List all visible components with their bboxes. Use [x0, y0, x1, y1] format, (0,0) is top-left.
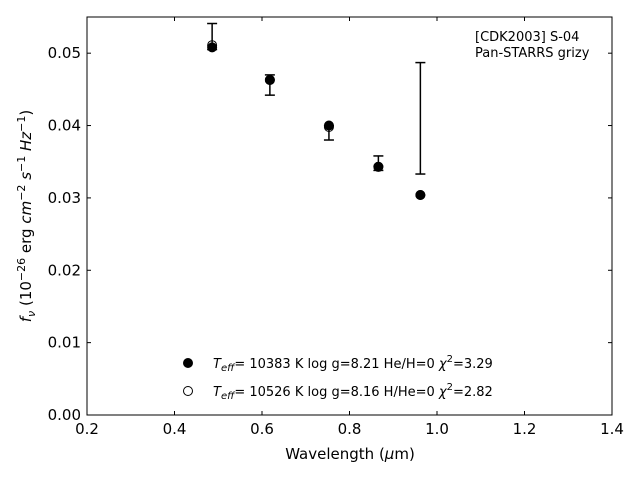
- legend-chi: χ: [438, 385, 448, 400]
- legend-sub: eff: [221, 363, 236, 374]
- legend-label-filled: Teff= 10383 K log g=8.21 He/H=0 χ2=3.29: [213, 354, 493, 374]
- data-points: [207, 40, 426, 201]
- legend-tail: =2.82: [453, 385, 493, 400]
- y-tick-label: 0.03: [48, 189, 81, 207]
- model-point-open: [415, 190, 426, 201]
- legend-sup: 2: [447, 382, 453, 393]
- legend-label-open: Teff= 10526 K log g=8.16 H/He=0 χ2=2.82: [213, 382, 493, 402]
- legend-marker-open: [183, 386, 193, 396]
- y-axis-s: s: [17, 172, 35, 185]
- y-axis-hz: Hz: [17, 131, 35, 156]
- x-axis-ticks: 0.2 0.4 0.6 0.8 1.0 1.2 1.4: [75, 17, 624, 438]
- legend-mid: = 10383 K log g=8.21 He/H=0: [234, 357, 439, 372]
- model-point-open: [323, 121, 334, 132]
- x-tick-label: 1.0: [425, 420, 449, 438]
- model-point-open: [207, 40, 218, 51]
- x-tick-label: 0.4: [163, 420, 187, 438]
- y-tick-label: 0.01: [48, 334, 81, 352]
- legend-marker-filled: [183, 358, 193, 368]
- y-tick-label: 0.05: [48, 44, 81, 62]
- x-tick-label: 0.6: [250, 420, 274, 438]
- y-axis-cm: cm: [17, 201, 35, 224]
- y-axis-exp3: −1: [15, 156, 28, 172]
- y-axis-ticks: 0.00 0.01 0.02 0.03 0.04 0.05: [48, 44, 612, 424]
- legend-t: T: [213, 385, 222, 400]
- x-tick-label: 0.8: [338, 420, 362, 438]
- annotation-line-1: [CDK2003] S-04: [475, 30, 579, 45]
- y-axis-mid1: erg: [17, 224, 35, 258]
- y-axis-exp4: −1: [15, 116, 28, 132]
- x-axis-title-main: Wavelength (: [285, 445, 385, 463]
- y-tick-label: 0.00: [48, 406, 81, 424]
- x-axis-title-mu: μ: [384, 445, 395, 463]
- x-tick-label: 0.2: [75, 420, 99, 438]
- y-axis-f: f: [17, 314, 35, 322]
- model-point-filled: [207, 42, 218, 53]
- legend: Teff= 10383 K log g=8.21 He/H=0 χ2=3.29 …: [183, 354, 493, 402]
- legend-sup: 2: [447, 354, 453, 365]
- legend-chi: χ: [438, 357, 448, 372]
- x-axis-title-rest: m): [394, 445, 414, 463]
- y-axis-close: ): [17, 110, 35, 116]
- x-axis-title: Wavelength (μm): [285, 445, 415, 463]
- legend-mid: = 10526 K log g=8.16 H/He=0: [234, 385, 439, 400]
- legend-tail: =3.29: [453, 357, 493, 372]
- model-point-open: [373, 161, 384, 172]
- y-axis-title: fν (10−26 erg cm−2 s−1 Hz−1): [15, 110, 38, 322]
- y-axis-exp2: −2: [15, 185, 28, 201]
- annotation-line-2: Pan-STARRS grizy: [475, 46, 590, 61]
- y-tick-label: 0.04: [48, 117, 81, 135]
- model-point-open: [264, 74, 275, 85]
- legend-t: T: [213, 357, 222, 372]
- x-tick-label: 1.2: [513, 420, 537, 438]
- y-axis-open: (10: [17, 281, 35, 311]
- y-axis-exp1: −26: [15, 258, 28, 281]
- y-axis-nu: ν: [25, 311, 38, 317]
- x-tick-label: 1.4: [600, 420, 624, 438]
- legend-sub: eff: [221, 391, 236, 402]
- y-tick-label: 0.02: [48, 261, 81, 279]
